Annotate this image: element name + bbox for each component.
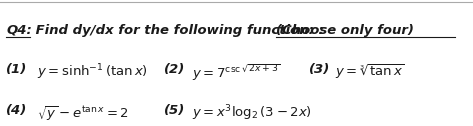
Text: $y = 7^{\mathrm{csc}\,\sqrt{2x+3}}$: $y = 7^{\mathrm{csc}\,\sqrt{2x+3}}$ [192,63,280,83]
Text: $\sqrt{y} - e^{\tan x} = 2$: $\sqrt{y} - e^{\tan x} = 2$ [36,104,129,123]
Text: Find dy/dx for the following function: :: Find dy/dx for the following function: : [31,24,328,37]
Text: (5): (5) [164,104,185,117]
Text: (4): (4) [6,104,27,117]
Text: (Choose only four): (Choose only four) [277,24,414,37]
Text: (2): (2) [164,63,185,76]
Text: (3): (3) [309,63,331,76]
Text: $y = \sqrt[3]{\tan x}$: $y = \sqrt[3]{\tan x}$ [335,63,405,81]
Text: Q4:: Q4: [6,24,32,37]
Text: $y = \sinh^{-1}(\tan x)$: $y = \sinh^{-1}(\tan x)$ [36,63,148,82]
Text: (1): (1) [6,63,27,76]
Text: $y = x^3 \log_2(3 - 2x)$: $y = x^3 \log_2(3 - 2x)$ [192,104,312,123]
